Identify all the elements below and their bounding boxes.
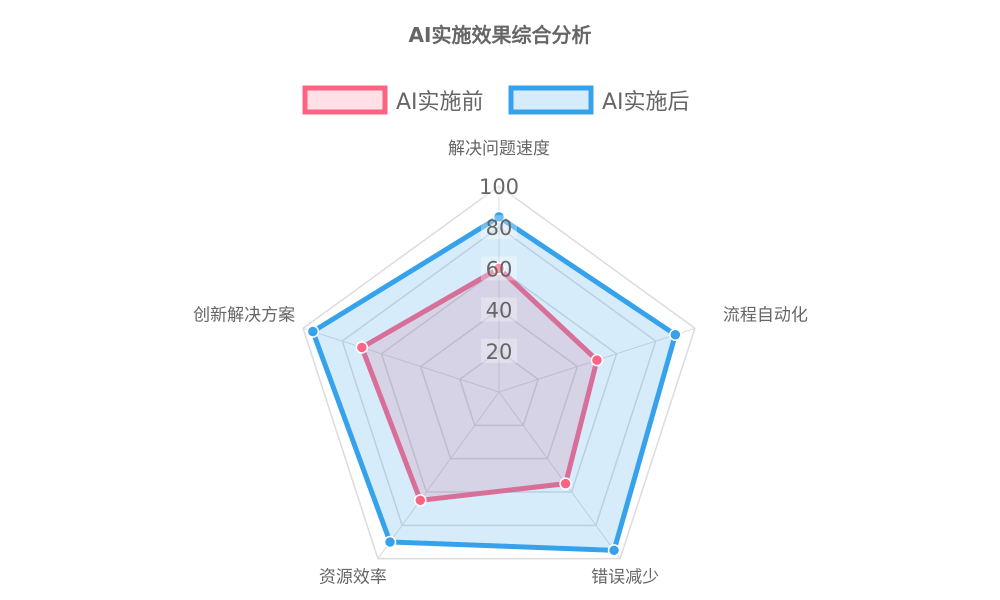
spoke-line: [498, 391, 621, 559]
axis-label: 解决问题速度: [448, 139, 550, 159]
spoke-line: [302, 327, 500, 393]
data-point[interactable]: [355, 341, 369, 354]
tick-backdrop: [481, 174, 517, 198]
axis-label: 错误减少: [591, 568, 659, 588]
data-point[interactable]: [492, 262, 506, 275]
data-point[interactable]: [559, 477, 572, 490]
radar-grid: [302, 185, 696, 560]
tick-label: 100: [479, 175, 519, 199]
legend-swatch[interactable]: [302, 85, 388, 115]
series-area-1: [309, 213, 679, 553]
data-point[interactable]: [492, 210, 506, 224]
data-point[interactable]: [607, 544, 621, 557]
legend-label[interactable]: AI实施后: [602, 90, 690, 115]
axis-label: 资源效率: [319, 568, 387, 588]
tick-backdrop: [481, 338, 517, 363]
data-point[interactable]: [383, 535, 397, 549]
tick-label: 20: [486, 340, 513, 364]
series-area-0: [358, 265, 600, 504]
axis-label: 创新解决方案: [193, 305, 295, 325]
data-point[interactable]: [306, 325, 320, 338]
tick-backdrop: [481, 256, 517, 281]
tick-labels: 20 40 60 80 100: [479, 174, 519, 364]
spoke-line: [377, 391, 500, 559]
data-point[interactable]: [414, 494, 427, 507]
tick-label: 80: [486, 216, 513, 240]
legend: AI实施前 AI实施后: [302, 85, 690, 115]
data-point[interactable]: [590, 353, 604, 367]
legend-label[interactable]: AI实施前: [396, 90, 484, 115]
chart-title: AI实施效果综合分析: [409, 23, 592, 47]
axis-label: 流程自动化: [723, 305, 808, 325]
legend-swatch[interactable]: [508, 85, 594, 115]
grid-ring: [302, 185, 696, 560]
tick-label: 60: [486, 257, 513, 281]
tick-backdrop: [481, 215, 517, 240]
radar-series: [306, 210, 682, 557]
grid-ring: [341, 226, 657, 527]
grid-ring: [458, 349, 540, 427]
grid-ring: [419, 308, 579, 460]
tick-backdrop: [481, 297, 517, 322]
data-point[interactable]: [669, 328, 682, 341]
tick-label: 40: [486, 299, 513, 323]
